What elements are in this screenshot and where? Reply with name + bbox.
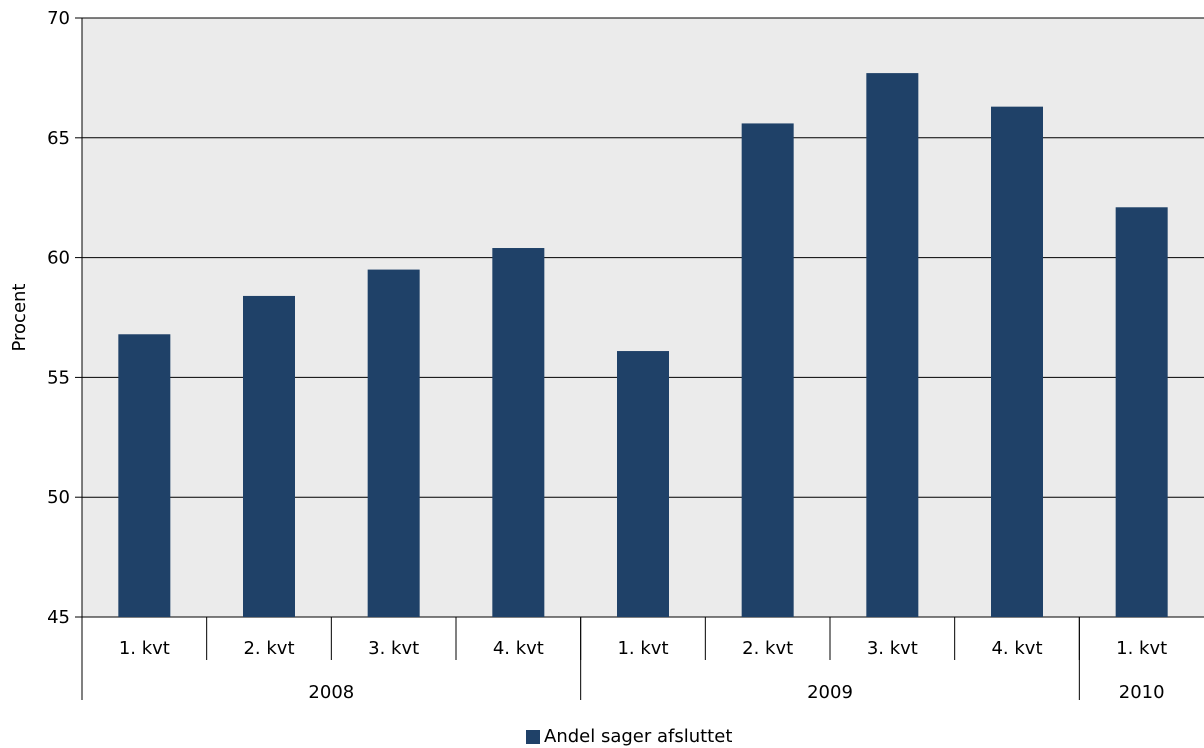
x-tick-label: 3. kvt xyxy=(867,638,918,659)
y-tick-label: 55 xyxy=(47,367,70,388)
bar xyxy=(866,73,919,617)
x-tick-label: 1. kvt xyxy=(119,638,170,659)
y-tick-label: 65 xyxy=(47,128,70,149)
x-axis: 1. kvt 2. kvt 3. kvt 4. kvt 1. kvt 2. kvt 3. k… xyxy=(119,617,1167,703)
x-tick-label: 1. kvt xyxy=(1116,638,1167,659)
bar xyxy=(367,269,420,617)
bar xyxy=(741,123,794,617)
x-tick-label: 4. kvt xyxy=(991,638,1042,659)
bar xyxy=(617,351,669,617)
bar xyxy=(118,334,171,617)
bar xyxy=(243,295,295,617)
x-tick-label: 4. kvt xyxy=(493,638,544,659)
x-tick-label: 3. kvt xyxy=(368,638,419,659)
x-group-label: 2009 xyxy=(807,682,853,703)
legend: Andel sager afsluttet xyxy=(526,726,732,747)
x-group-label: 2010 xyxy=(1119,682,1165,703)
y-tick-label: 60 xyxy=(47,248,70,269)
legend-swatch xyxy=(526,729,540,744)
x-tick-label: 2. kvt xyxy=(742,638,793,659)
bar xyxy=(991,106,1043,617)
bar xyxy=(492,248,545,618)
y-axis-title: Procent xyxy=(9,284,30,352)
bar xyxy=(1115,207,1168,617)
y-axis: 45 50 55 60 65 70 xyxy=(47,8,83,700)
x-tick-label: 2. kvt xyxy=(243,638,294,659)
x-group-label: 2008 xyxy=(308,682,354,703)
y-tick-label: 70 xyxy=(47,8,70,29)
x-tick-label: 1. kvt xyxy=(617,638,668,659)
bars xyxy=(118,73,1168,618)
y-tick-label: 50 xyxy=(47,487,70,508)
y-tick-label: 45 xyxy=(47,607,70,628)
legend-label: Andel sager afsluttet xyxy=(544,726,733,747)
